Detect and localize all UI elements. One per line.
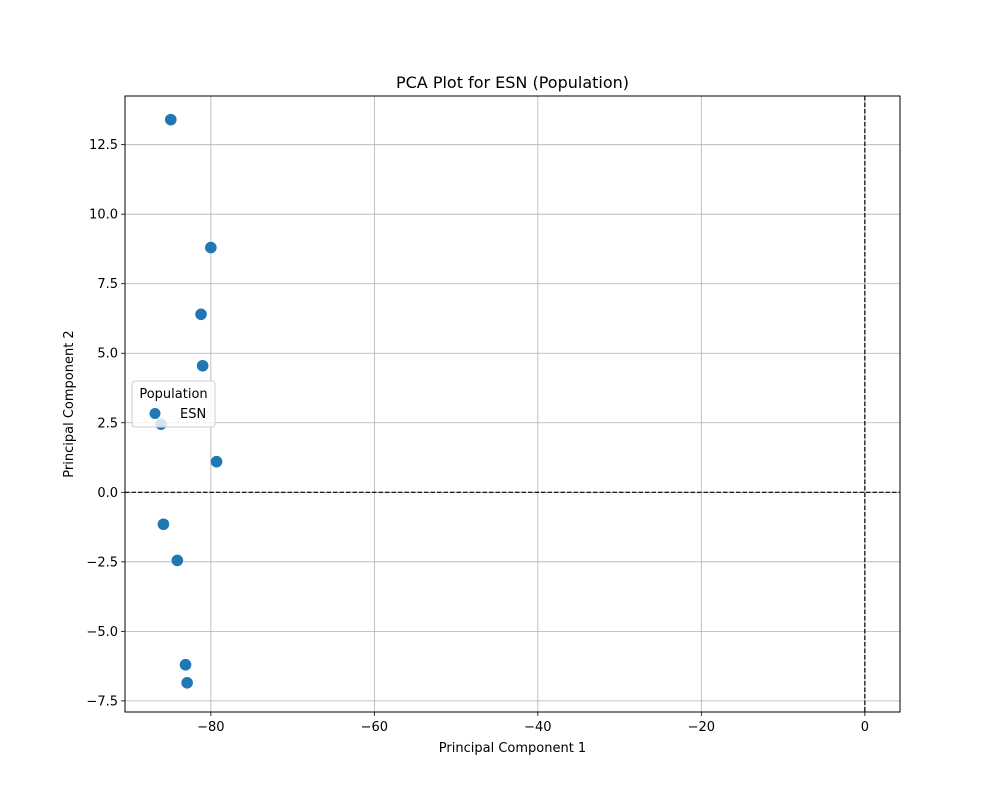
y-tick-label: 0.0 bbox=[97, 486, 118, 501]
scatter-point bbox=[205, 241, 217, 254]
scatter-point bbox=[196, 359, 209, 372]
scatter-point bbox=[210, 455, 223, 468]
y-axis-ticks: −7.5 −5.0 −2.5 0.0 2.5 5.0 7.5 10.0 12.5 bbox=[86, 138, 125, 709]
grid bbox=[125, 96, 900, 712]
y-tick-label: −5.0 bbox=[86, 625, 118, 640]
scatter-point bbox=[195, 308, 207, 321]
x-tick-label: −40 bbox=[524, 720, 551, 735]
y-tick-label: 7.5 bbox=[97, 277, 118, 292]
scatter-point bbox=[164, 113, 177, 126]
scatter-point bbox=[181, 676, 193, 689]
legend-label-esn: ESN bbox=[180, 407, 206, 422]
scatter-point bbox=[171, 554, 184, 567]
x-tick-label: 0 bbox=[861, 720, 869, 735]
y-tick-label: 12.5 bbox=[89, 138, 118, 153]
legend-marker-esn bbox=[149, 408, 161, 419]
plot-frame bbox=[124, 95, 901, 713]
scatter-point bbox=[157, 518, 170, 531]
scatter-point bbox=[179, 658, 192, 671]
x-tick-label: −60 bbox=[361, 720, 388, 735]
legend: Population ESN bbox=[131, 380, 216, 428]
y-tick-label: −7.5 bbox=[86, 694, 118, 709]
y-tick-label: 2.5 bbox=[97, 416, 118, 431]
legend-title: Population bbox=[139, 387, 207, 402]
x-axis-title: Principal Component 1 bbox=[439, 741, 586, 756]
y-tick-label: 5.0 bbox=[97, 347, 118, 362]
y-tick-label: 10.0 bbox=[89, 208, 118, 223]
x-tick-label: −80 bbox=[197, 720, 224, 735]
x-axis-ticks: −80 −60 −40 −20 0 bbox=[197, 712, 869, 735]
x-tick-label: −20 bbox=[688, 720, 715, 735]
chart-title: PCA Plot for ESN (Population) bbox=[396, 73, 629, 92]
y-axis-title: Principal Component 2 bbox=[62, 330, 77, 477]
y-tick-label: −2.5 bbox=[86, 555, 118, 570]
reference-lines bbox=[125, 96, 900, 712]
